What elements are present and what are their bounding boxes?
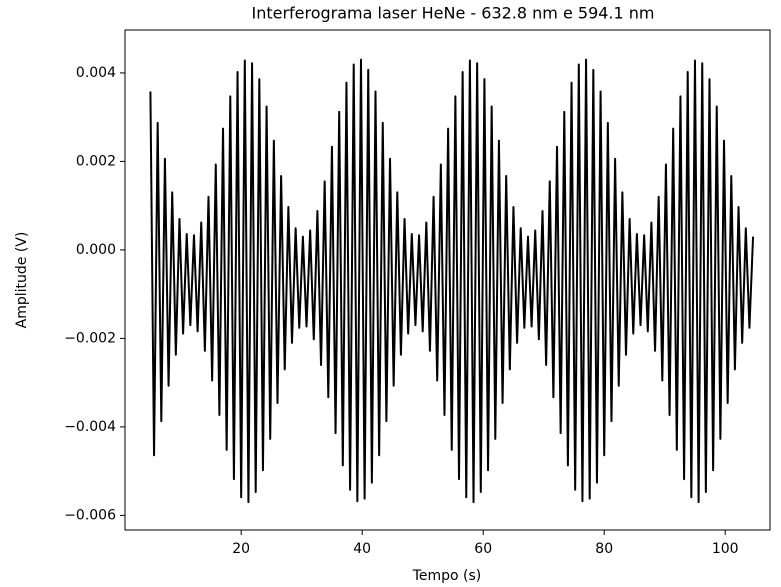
- y-axis-label: Amplitude (V): [14, 232, 30, 329]
- x-tick-label: 80: [595, 541, 613, 557]
- y-tick-label: −0.006: [64, 507, 116, 523]
- x-tick-label: 40: [353, 541, 371, 557]
- y-tick-label: −0.002: [64, 330, 116, 346]
- x-tick-label: 20: [232, 541, 250, 557]
- y-tick-label: 0.000: [76, 242, 116, 258]
- x-tick-label: 100: [712, 541, 739, 557]
- plot-frame: [124, 29, 771, 531]
- chart-title: Interferograma laser HeNe - 632.8 nm e 5…: [251, 4, 654, 23]
- x-tick-label: 60: [474, 541, 492, 557]
- y-tick-label: −0.004: [64, 419, 116, 435]
- y-tick-label: 0.002: [76, 153, 116, 169]
- signal-line: [149, 58, 755, 504]
- x-axis-label: Tempo (s): [412, 568, 482, 584]
- y-tick-label: 0.004: [76, 65, 116, 81]
